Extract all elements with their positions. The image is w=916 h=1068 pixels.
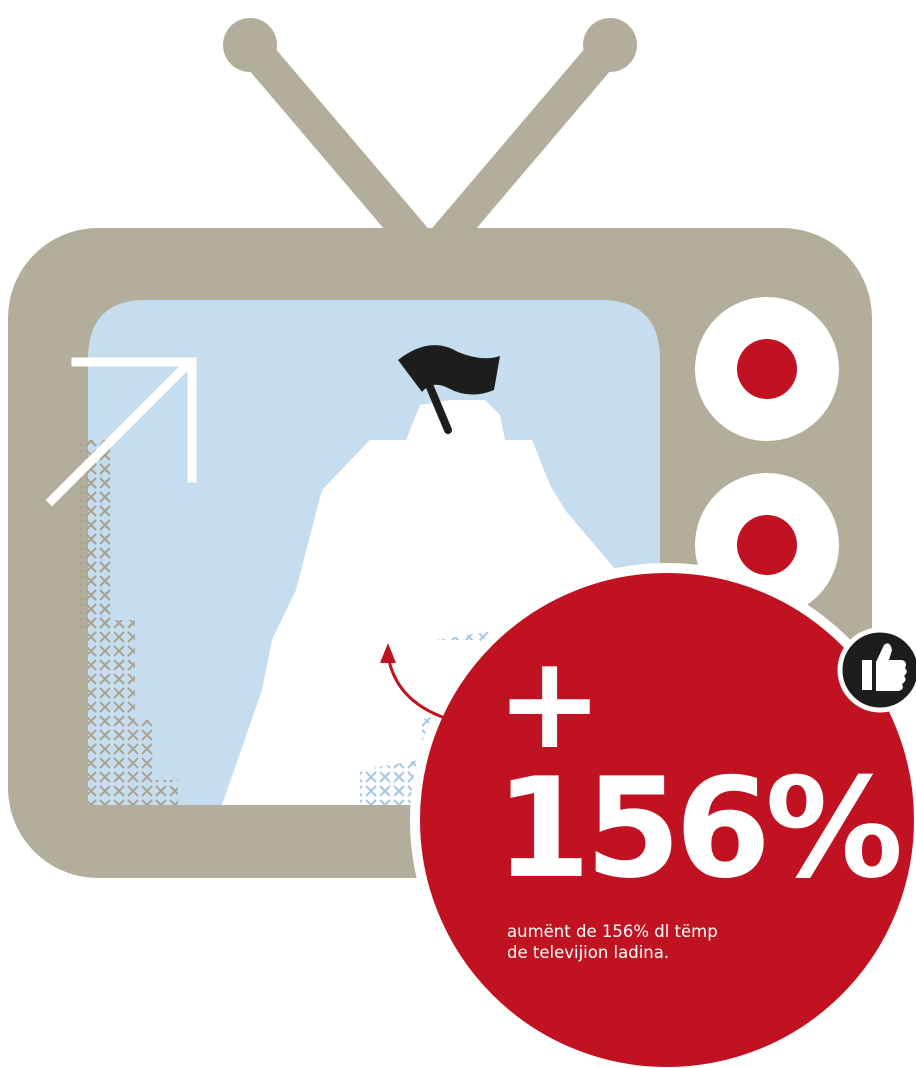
stat-circle	[410, 563, 916, 1068]
stat-value: 156%	[495, 748, 903, 909]
antenna	[223, 18, 637, 262]
flag-icon	[398, 345, 500, 434]
stat-caption-line-2: de televijion ladina.	[507, 943, 670, 962]
stat-plus-sign: +	[496, 629, 604, 778]
stat-caption: aumënt de 156% dl tëmp de televijion lad…	[507, 921, 807, 963]
tv-knob-top	[695, 297, 839, 441]
thumbs-up-icon	[837, 627, 916, 713]
arrow-up-right-icon	[45, 357, 197, 507]
stat-caption-line-1: aumënt de 156% dl tëmp	[507, 922, 718, 941]
curved-arrow-icon	[380, 643, 446, 720]
